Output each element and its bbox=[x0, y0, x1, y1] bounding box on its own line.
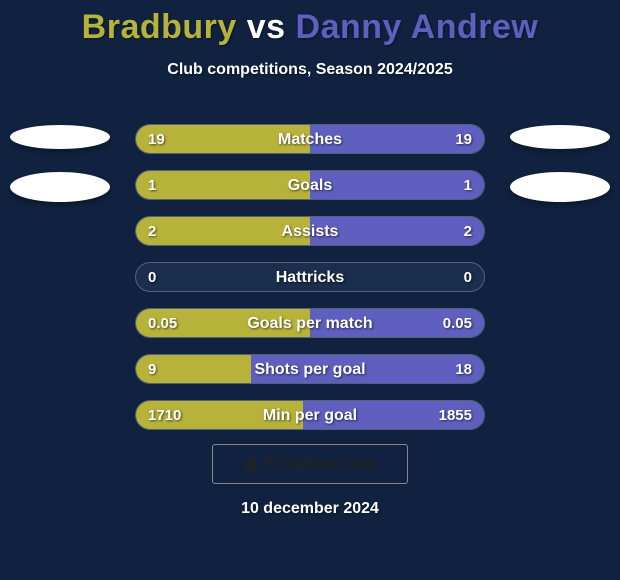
stat-metric-label: Shots per goal bbox=[136, 355, 484, 384]
comparison-card: Bradbury vs Danny Andrew Club competitio… bbox=[0, 0, 620, 580]
stat-metric-label: Hattricks bbox=[136, 263, 484, 292]
stat-metric-label: Goals per match bbox=[136, 309, 484, 338]
stat-row: 1919Matches bbox=[135, 124, 485, 154]
title-vs: vs bbox=[247, 8, 286, 46]
stat-row: 11Goals bbox=[135, 170, 485, 200]
right-club-badge bbox=[510, 125, 610, 149]
stat-row: 17101855Min per goal bbox=[135, 400, 485, 430]
right-club-badge bbox=[510, 172, 610, 202]
stat-row: 0.050.05Goals per match bbox=[135, 308, 485, 338]
stat-metric-label: Goals bbox=[136, 171, 484, 200]
stat-row: 22Assists bbox=[135, 216, 485, 246]
title-player2: Danny Andrew bbox=[296, 8, 539, 46]
stat-row: 00Hattricks bbox=[135, 262, 485, 292]
stat-metric-label: Min per goal bbox=[136, 401, 484, 430]
page-title: Bradbury vs Danny Andrew bbox=[0, 0, 620, 47]
stat-rows: 1919Matches 11Goals 22Assists 00Hattricks 0.… bbox=[135, 124, 485, 446]
stat-metric-label: Assists bbox=[136, 217, 484, 246]
footer-date: 10 december 2024 bbox=[0, 500, 620, 518]
left-club-badge bbox=[10, 172, 110, 202]
subtitle: Club competitions, Season 2024/2025 bbox=[0, 61, 620, 79]
left-club-badge bbox=[10, 125, 110, 149]
brand-text: FcTables.com bbox=[266, 454, 378, 474]
stat-metric-label: Matches bbox=[136, 125, 484, 154]
bars-icon bbox=[242, 455, 260, 473]
brand-footer[interactable]: FcTables.com bbox=[212, 444, 408, 484]
stat-row: 918Shots per goal bbox=[135, 354, 485, 384]
title-player1: Bradbury bbox=[82, 8, 237, 46]
